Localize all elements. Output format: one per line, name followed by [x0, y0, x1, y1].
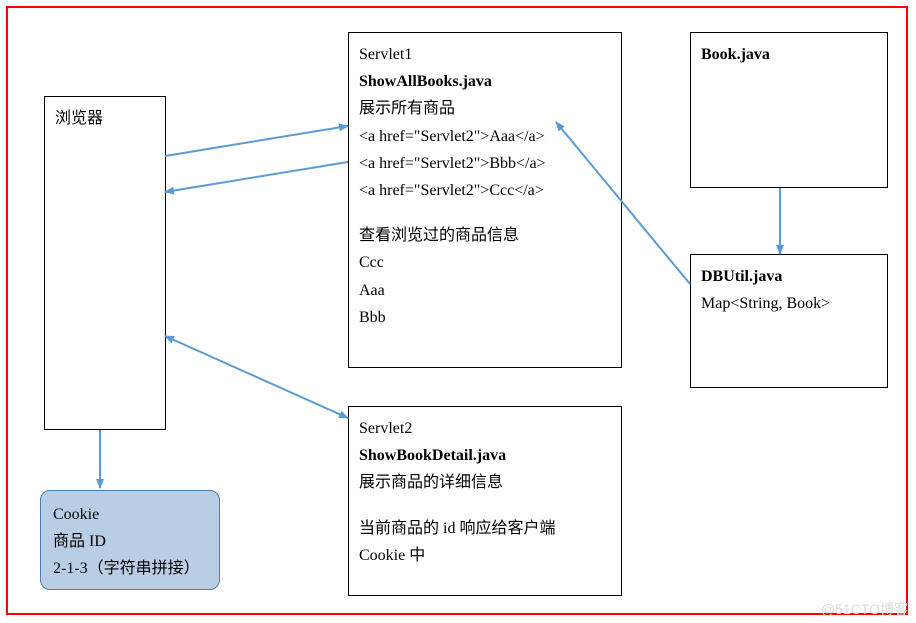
servlet2-label: Servlet2 [359, 415, 611, 442]
servlet1-link1: <a href="Servlet2">Aaa</a> [359, 123, 611, 150]
book-box: Book.java [690, 32, 888, 188]
servlet1-link3: <a href="Servlet2">Ccc</a> [359, 177, 611, 204]
servlet1-box: Servlet1 ShowAllBooks.java 展示所有商品 <a hre… [348, 32, 622, 368]
browser-title: 浏览器 [55, 105, 155, 132]
dbutil-box: DBUtil.java Map<String, Book> [690, 254, 888, 388]
servlet1-viewed1: Ccc [359, 249, 611, 276]
cookie-line1: Cookie [53, 501, 207, 528]
servlet2-note1: 当前商品的 id 响应给客户端 [359, 515, 611, 542]
servlet1-label: Servlet1 [359, 41, 611, 68]
spacer [359, 497, 611, 515]
book-title: Book.java [701, 41, 877, 68]
servlet2-note2: Cookie 中 [359, 542, 611, 569]
servlet1-viewed3: Bbb [359, 304, 611, 331]
servlet1-viewed-title: 查看浏览过的商品信息 [359, 222, 611, 249]
watermark: @51CTO博客 [821, 599, 908, 619]
servlet2-box: Servlet2 ShowBookDetail.java 展示商品的详细信息 当… [348, 406, 622, 596]
spacer [359, 204, 611, 222]
cookie-line2: 商品 ID [53, 528, 207, 555]
servlet2-class: ShowBookDetail.java [359, 442, 611, 469]
cookie-line3: 2-1-3（字符串拼接） [53, 555, 207, 582]
servlet1-link2: <a href="Servlet2">Bbb</a> [359, 150, 611, 177]
browser-box: 浏览器 [44, 96, 166, 430]
cookie-box: Cookie 商品 ID 2-1-3（字符串拼接） [40, 490, 220, 590]
dbutil-title: DBUtil.java [701, 263, 877, 290]
dbutil-line1: Map<String, Book> [701, 290, 877, 317]
servlet1-desc: 展示所有商品 [359, 95, 611, 122]
servlet1-viewed2: Aaa [359, 277, 611, 304]
servlet2-desc: 展示商品的详细信息 [359, 469, 611, 496]
servlet1-class: ShowAllBooks.java [359, 68, 611, 95]
